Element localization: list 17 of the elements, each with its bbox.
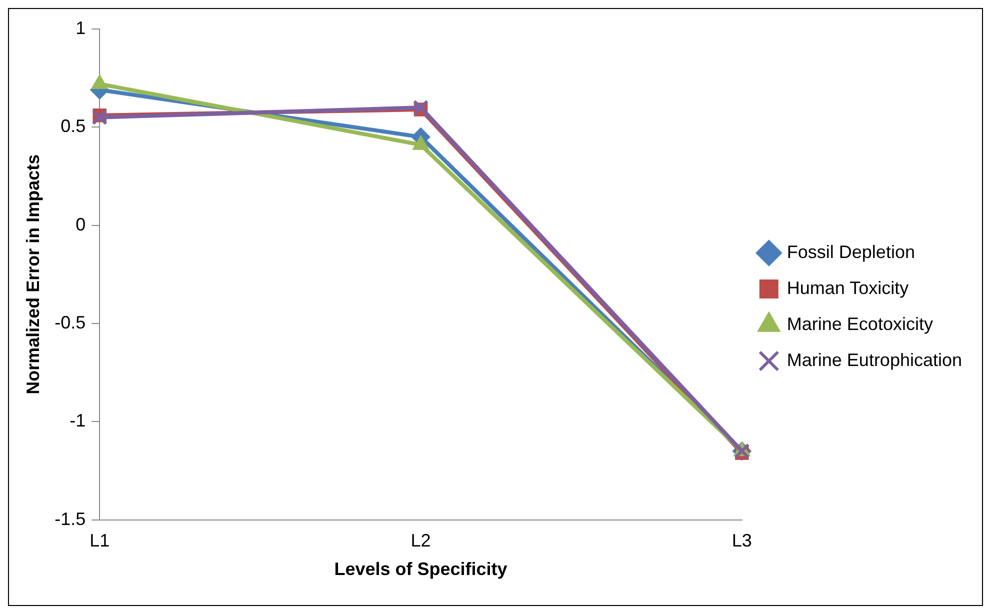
x-tick-label: L3 — [732, 530, 752, 551]
y-axis-title: Normalized Error in Impacts — [22, 154, 43, 394]
y-tick-label: 1 — [76, 18, 86, 38]
point — [412, 100, 429, 116]
y-tick-label: 0.5 — [60, 116, 86, 136]
legend-label: Marine Ecotoxicity — [786, 314, 933, 334]
y-tick-label: -1.5 — [54, 508, 86, 529]
y-tick-label: 0 — [76, 214, 86, 234]
x-tick-label: L1 — [90, 530, 110, 551]
point — [92, 109, 108, 126]
y-tick-label: -1 — [70, 410, 86, 431]
x-axis-title: Levels of Specificity — [334, 559, 508, 580]
legend-label: Human Toxicity — [786, 278, 909, 298]
legend-label: Marine Eutrophication — [786, 350, 962, 370]
legend-label: Fossil Depletion — [786, 242, 915, 262]
x-tick-label: L2 — [410, 530, 431, 551]
y-tick-label: -0.5 — [54, 312, 86, 332]
